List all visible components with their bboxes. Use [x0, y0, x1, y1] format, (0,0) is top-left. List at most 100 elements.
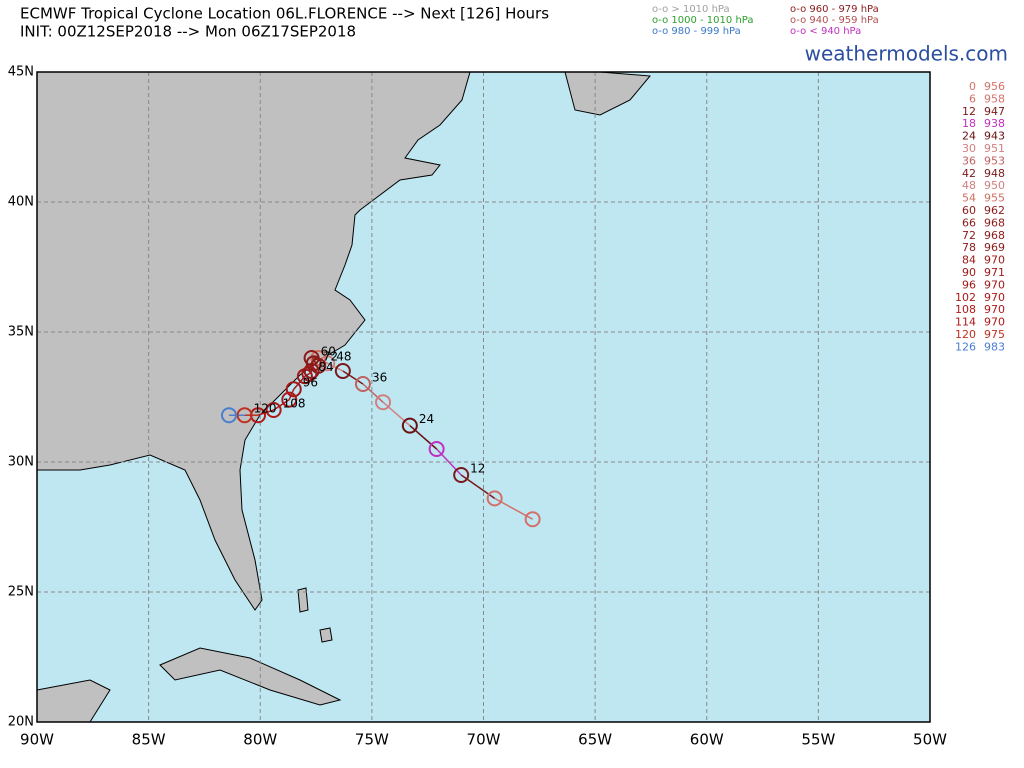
list-hour: 84 — [962, 254, 976, 267]
list-pressure: 962 — [984, 204, 1005, 217]
legend-entry: o-o 980 - 999 hPa — [652, 26, 741, 37]
list-hour: 78 — [962, 241, 976, 254]
track-point — [281, 391, 298, 408]
track-point — [375, 394, 392, 411]
lon-label: 75W — [355, 731, 389, 749]
lon-label: 85W — [132, 731, 166, 749]
track-point — [310, 350, 327, 366]
track-point — [486, 490, 503, 507]
list-pressure: 951 — [984, 142, 1005, 155]
list-hour: 114 — [955, 316, 976, 329]
lon-label: 70W — [467, 731, 501, 749]
list-pressure: 948 — [984, 167, 1005, 180]
list-pressure: 950 — [984, 179, 1005, 192]
hour-label: 108 — [283, 397, 306, 411]
track-point — [334, 363, 351, 379]
title: ECMWF Tropical Cyclone Location 06L.FLOR… — [20, 5, 549, 23]
track-segment — [409, 425, 438, 450]
lon-label: 65W — [578, 731, 612, 749]
track-segment — [382, 401, 411, 427]
track-segment — [288, 388, 295, 400]
list-pressure: 970 — [984, 316, 1005, 329]
init-time: INIT: 00Z12SEP2018 --> Mon 06Z17SEP2018 — [20, 23, 356, 41]
list-pressure: 970 — [984, 278, 1005, 291]
legend-entry: o-o 960 - 979 hPa — [790, 4, 879, 15]
track-point — [265, 402, 282, 418]
list-pressure: 938 — [984, 117, 1005, 130]
lat-label: 20N — [8, 715, 34, 730]
list-pressure: 943 — [984, 130, 1005, 143]
hour-label: 48 — [336, 350, 351, 364]
list-hour: 24 — [962, 130, 976, 143]
hour-label: 72 — [323, 350, 338, 364]
lon-label: 90W — [20, 731, 54, 749]
list-pressure: 956 — [984, 80, 1005, 93]
track-point — [354, 376, 371, 392]
list-pressure: 955 — [984, 192, 1005, 205]
track-point — [285, 381, 302, 398]
track-point — [305, 355, 322, 372]
track-point — [236, 407, 253, 424]
pressure-list: 0 956 6 958 12 947 18 938 24 943 30 951 36 953 42 948 48… — [955, 80, 1005, 353]
track-point — [296, 368, 313, 385]
list-pressure: 968 — [984, 216, 1005, 229]
track-segment — [362, 383, 384, 403]
track-point — [401, 417, 418, 434]
list-hour: 36 — [962, 154, 976, 167]
list-hour: 108 — [955, 303, 976, 316]
list-pressure: 970 — [984, 291, 1005, 304]
track-point — [428, 441, 445, 457]
hour-label: 96 — [303, 376, 318, 390]
list-hour: 96 — [962, 278, 976, 291]
lat-label: 40N — [8, 195, 34, 210]
list-pressure: 971 — [984, 266, 1005, 279]
track-segment — [273, 398, 290, 411]
list-hour: 18 — [962, 117, 976, 130]
list-pressure: 970 — [984, 254, 1005, 267]
list-hour: 60 — [962, 204, 976, 217]
lat-label: 30N — [8, 455, 34, 470]
legend-entry: o-o 940 - 959 hPa — [790, 15, 879, 26]
list-pressure: 975 — [984, 328, 1005, 341]
lon-label: 50W — [913, 731, 947, 749]
list-hour: 126 — [955, 340, 976, 353]
list-hour: 54 — [962, 192, 976, 205]
hour-label: 36 — [372, 371, 387, 385]
list-pressure: 983 — [984, 340, 1005, 353]
list-pressure: 947 — [984, 105, 1005, 118]
list-hour: 30 — [962, 142, 976, 155]
list-hour: 120 — [955, 328, 976, 341]
hour-label: 24 — [419, 412, 434, 426]
track-segment — [257, 409, 274, 416]
site-name: weathermodels.com — [805, 42, 1008, 66]
legend-entry: o-o > 1010 hPa — [652, 4, 730, 15]
hour-label: 120 — [254, 402, 277, 416]
list-hour: 0 — [969, 80, 976, 93]
lon-label: 55W — [801, 731, 835, 749]
track-segment — [436, 448, 462, 476]
legend-entry: o-o 1000 - 1010 hPa — [652, 15, 753, 26]
list-hour: 102 — [955, 291, 976, 304]
list-hour: 66 — [962, 216, 976, 229]
hour-label: 60 — [321, 345, 336, 359]
list-hour: 72 — [962, 229, 976, 242]
list-pressure: 958 — [984, 92, 1005, 105]
bahamas — [319, 627, 333, 643]
list-hour: 48 — [962, 179, 976, 192]
bahamas — [297, 587, 309, 613]
list-pressure: 969 — [984, 241, 1005, 254]
track-segment — [342, 370, 364, 385]
cuba — [159, 647, 342, 706]
list-hour: 90 — [962, 266, 976, 279]
hour-label: 12 — [470, 462, 485, 476]
hour-label: 84 — [318, 360, 333, 374]
list-hour: 6 — [969, 92, 976, 105]
lon-label: 60W — [690, 731, 724, 749]
list-pressure: 970 — [984, 303, 1005, 316]
lon-label: 80W — [243, 731, 277, 749]
list-hour: 42 — [962, 167, 976, 180]
